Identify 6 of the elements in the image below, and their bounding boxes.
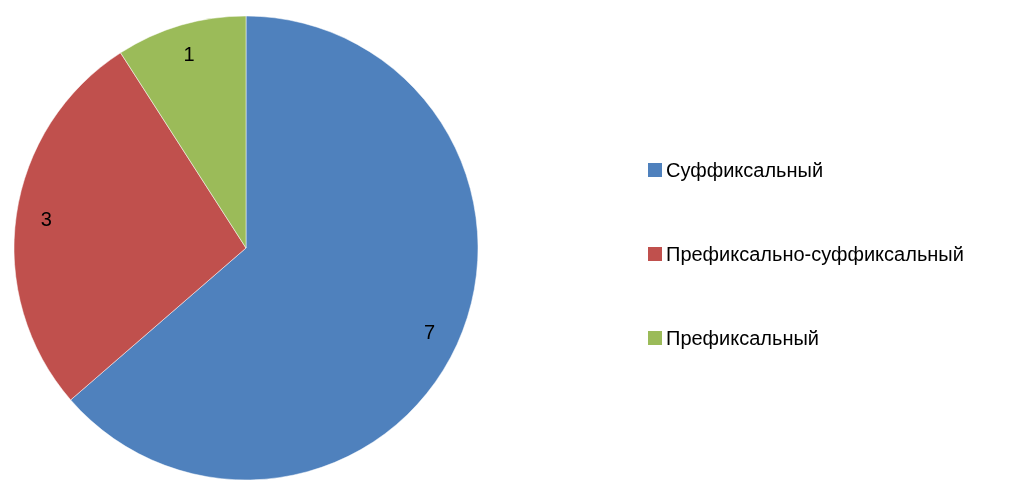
- legend-label: Суффиксальный: [666, 159, 824, 181]
- legend-label: Префиксальный: [666, 327, 820, 349]
- data-label: 7: [424, 320, 436, 343]
- data-label: 1: [183, 43, 195, 66]
- legend-label: Префиксально-суффиксальный: [666, 243, 964, 265]
- data-label: 3: [40, 208, 52, 231]
